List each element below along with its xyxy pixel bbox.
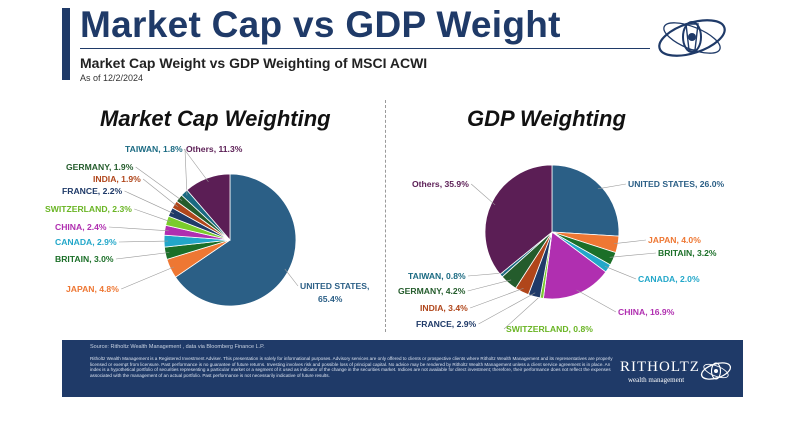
slice-label-india: INDIA, 3.4% [420,303,468,313]
slice-label-switzerland: SWITZERLAND, 0.8% [506,324,593,334]
slice-label-united-states: UNITED STATES, 65.4% [300,281,369,304]
slice-label-france: FRANCE, 2.2% [62,186,123,196]
slice-label-others: Others, 35.9% [412,179,469,189]
gdp-pie-title: GDP Weighting [467,106,626,131]
leader-line-china [576,289,617,313]
slice-label-canada: CANADA, 2.9% [55,237,117,247]
page-subtitle: Market Cap Weight vs GDP Weighting of MS… [80,55,428,71]
pie-slice-united-states [551,164,620,237]
leader-line-india [470,287,524,309]
pie-slice-china [542,231,607,300]
leader-line-france [124,190,174,214]
leader-line-canada [604,266,637,280]
leader-line-switzerland [134,208,171,223]
ritholtz-logo-icon [658,19,726,57]
disclaimer-text: Ritholtz Wealth Management is a Register… [90,356,613,378]
footer-logo-icon [700,362,732,380]
leader-line-britain [115,252,170,260]
leader-line-germany [135,166,183,201]
title-rule [80,48,650,49]
leader-line-india [142,178,178,207]
leader-line-others [183,148,209,183]
footer-logo-sub: wealth management [628,376,685,384]
slice-label-united-states: UNITED STATES, 26.0% [628,179,725,189]
leader-line-britain [609,252,657,258]
chart-divider [385,100,386,332]
slice-label-china: CHINA, 2.4% [55,222,107,232]
slice-label-taiwan: TAIWAN, 1.8% [125,144,183,154]
as-of-date: As of 12/2/2024 [80,73,144,83]
leader-line-taiwan [184,148,188,196]
footer: Source: Ritholtz Wealth Management , dat… [62,340,743,397]
slice-label-china: CHINA, 16.9% [618,307,675,317]
leader-line-japan [121,266,175,290]
leader-line-others [471,183,496,206]
title-accent-bar [62,8,70,80]
leader-line-united-states [597,183,627,190]
page-title: Market Cap vs GDP Weight [80,4,561,45]
leader-line-france [478,292,536,325]
leader-line-china [108,226,169,232]
leader-line-united-states [284,268,299,287]
slice-label-india: INDIA, 1.9% [93,174,141,184]
pie-slice-united-states [174,173,297,307]
source-note: Source: Ritholtz Wealth Management , dat… [90,344,265,350]
slice-label-taiwan: TAIWAN, 0.8% [408,271,466,281]
leader-line-taiwan [467,272,505,277]
footer-logo-name: RITHOLTZ [620,359,700,375]
leader-line-switzerland [503,294,543,330]
leader-line-germany [467,279,512,292]
pie-charts: UNITED STATES, 65.4% JAPAN, 4.8% BRITAIN, 3… [45,144,725,334]
slice-label-britain: BRITAIN, 3.2% [658,248,717,258]
pie-slice-others [186,173,231,242]
slice-label-britain: BRITAIN, 3.0% [55,254,114,264]
slice-label-germany: GERMANY, 4.2% [398,286,466,296]
slice-label-germany: GERMANY, 1.9% [66,162,134,172]
slice-label-switzerland: SWITZERLAND, 2.3% [45,204,132,214]
gdp-pie: UNITED STATES, 26.0% JAPAN, 4.0% BRITAIN, … [398,164,725,334]
pie-slice-others [484,164,553,275]
slice-label-others: Others, 11.3% [186,144,243,154]
market-cap-pie: UNITED STATES, 65.4% JAPAN, 4.8% BRITAIN, 3… [45,144,369,307]
slice-label-japan: JAPAN, 4.0% [648,235,701,245]
leader-line-canada [118,240,169,243]
slice-label-canada: CANADA, 2.0% [638,274,700,284]
slice-label-japan: JAPAN, 4.8% [66,284,119,294]
market-cap-pie-title: Market Cap Weighting [100,106,331,131]
slice-label-france: FRANCE, 2.9% [416,319,477,329]
leader-line-japan [613,239,647,244]
